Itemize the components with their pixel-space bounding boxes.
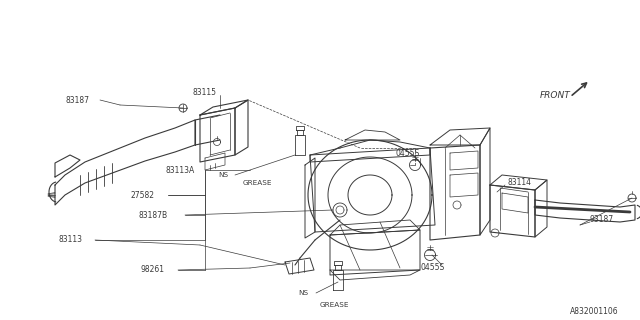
Text: 83114: 83114 — [507, 178, 531, 187]
Text: 0455S: 0455S — [420, 263, 444, 273]
Text: NS: NS — [218, 172, 228, 178]
Text: 83187B: 83187B — [138, 211, 167, 220]
Text: FRONT: FRONT — [540, 91, 571, 100]
Text: 98261: 98261 — [140, 266, 164, 275]
Text: 27582: 27582 — [130, 190, 154, 199]
Text: 93187: 93187 — [590, 215, 614, 225]
Text: 83113A: 83113A — [165, 165, 195, 174]
Text: 83187: 83187 — [65, 95, 89, 105]
Text: 83113: 83113 — [58, 236, 82, 244]
Text: GREASE: GREASE — [320, 302, 349, 308]
Text: GREASE: GREASE — [243, 180, 273, 186]
Text: 83115: 83115 — [192, 87, 216, 97]
Text: A832001106: A832001106 — [570, 308, 619, 316]
Text: NS: NS — [298, 290, 308, 296]
Text: 0455S: 0455S — [395, 148, 419, 157]
